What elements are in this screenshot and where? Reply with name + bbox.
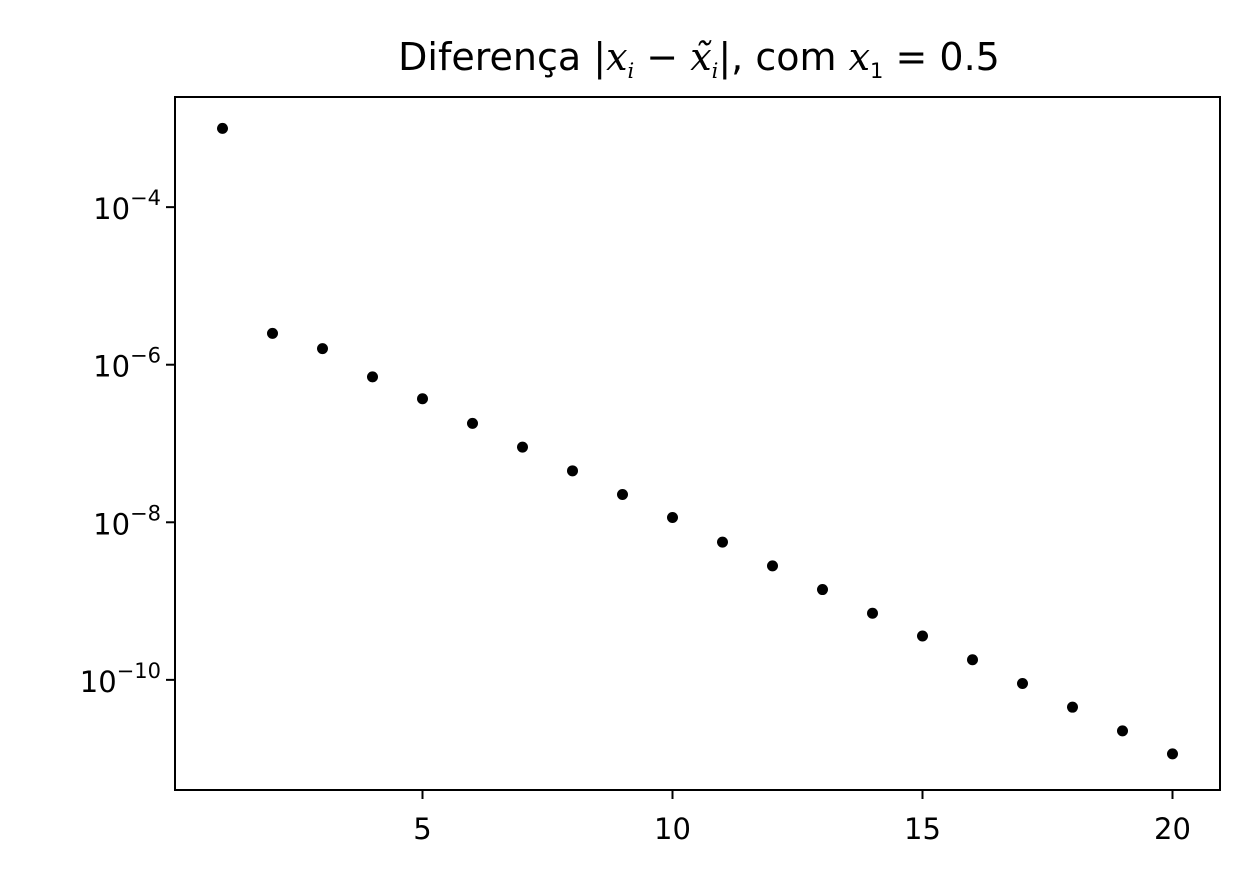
data-point <box>367 371 378 383</box>
title-sub-1: 1 <box>870 59 883 83</box>
data-point <box>517 441 528 453</box>
title-minus: − <box>634 35 690 79</box>
data-point <box>1117 725 1128 737</box>
data-point <box>1067 701 1078 713</box>
data-point <box>817 584 828 596</box>
x-tick-label: 10 <box>654 812 691 846</box>
data-point <box>717 536 728 548</box>
data-point <box>467 417 478 429</box>
x-tick-label: 5 <box>413 812 431 846</box>
data-point <box>867 607 878 619</box>
plot-frame <box>174 96 1221 791</box>
title-var-xtilde: x̃ <box>690 35 711 79</box>
data-point <box>1167 748 1178 760</box>
data-point <box>667 512 678 524</box>
x-tick-label: 15 <box>904 812 941 846</box>
chart-title: Diferença |xi − x̃i|, com x1 = 0.5 <box>398 35 1000 83</box>
data-point <box>1017 677 1028 689</box>
data-point <box>317 343 328 355</box>
title-value: = 0.5 <box>883 35 999 79</box>
y-tick-label: 10−4 <box>93 186 161 226</box>
y-tick-label: 10−8 <box>93 501 161 541</box>
data-point <box>617 489 628 501</box>
title-sub-i: i <box>628 59 635 83</box>
data-point <box>967 654 978 666</box>
data-point <box>917 630 928 642</box>
points-layer <box>217 122 1178 760</box>
title-sub-i2: i <box>712 59 719 83</box>
title-var-x: x <box>606 35 627 79</box>
x-tick-label: 20 <box>1154 812 1191 846</box>
data-point <box>267 327 278 339</box>
data-point <box>567 465 578 477</box>
y-tick-label: 10−6 <box>93 344 161 384</box>
data-point <box>767 560 778 572</box>
title-suffix: |, com <box>718 35 848 80</box>
data-point <box>217 122 228 134</box>
data-point <box>417 393 428 405</box>
title-var-x1: x <box>849 35 870 79</box>
title-prefix: Diferença | <box>398 35 606 80</box>
ticks-layer: 5 10 15 20 10−4 10−6 10−8 10−10 <box>80 186 1191 846</box>
y-tick-label: 10−10 <box>80 659 161 699</box>
